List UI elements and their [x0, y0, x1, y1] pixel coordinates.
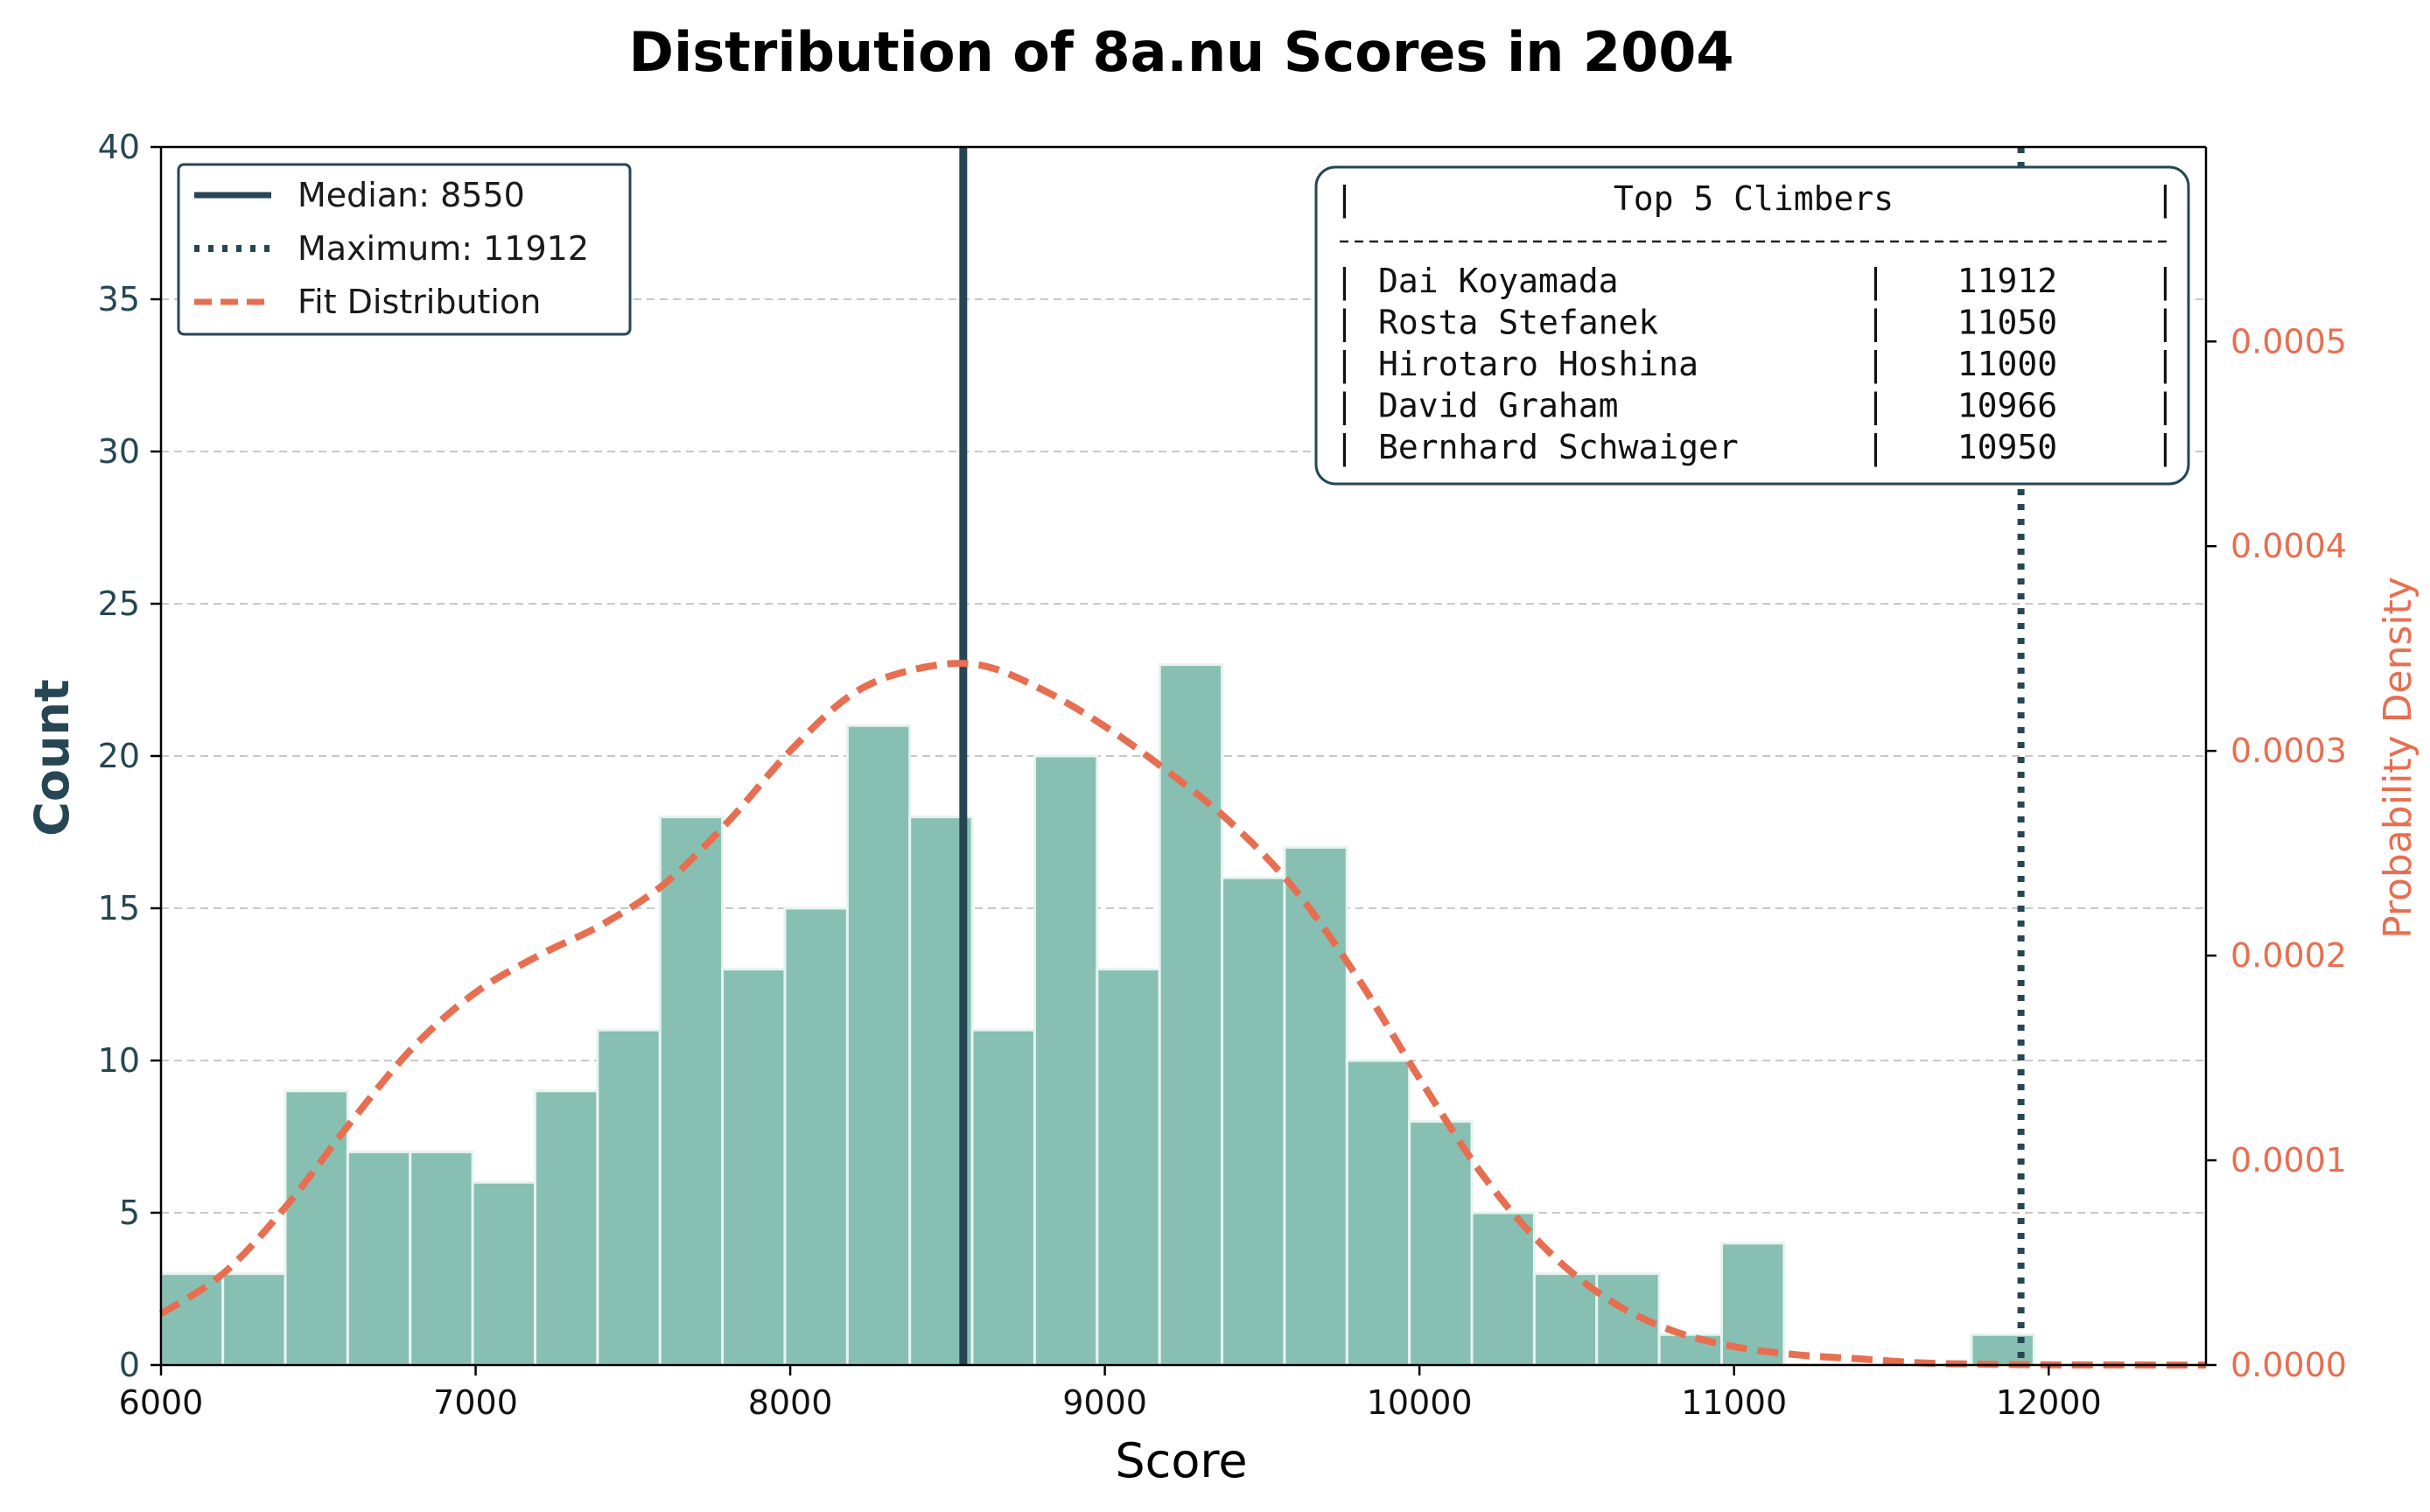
histogram-bar: [721, 968, 787, 1367]
row-left-bar: |: [1334, 262, 1355, 301]
x-tick-label: 9000: [1062, 1383, 1147, 1422]
climber-name: David Graham: [1378, 387, 1619, 425]
reference-lines-layer: [959, 147, 2025, 1365]
histogram-bar: [1033, 754, 1099, 1367]
row-left-bar: |: [1334, 428, 1355, 467]
histogram-bar: [533, 1089, 599, 1367]
top-table-header: Top 5 Climbers: [1614, 179, 1894, 218]
histogram-bar: [159, 1272, 225, 1367]
top-climbers-table: | Top 5 Climbers | | Dai Koyamada | 11912 ||…: [1314, 165, 2190, 486]
row-right-bar: |: [2155, 262, 2175, 301]
histogram-bar: [783, 906, 849, 1367]
row-mid-bar: |: [1866, 345, 1886, 384]
top-table-row: | Rosta Stefanek | 11050 |: [1334, 304, 2175, 343]
climber-name: Dai Koyamada: [1378, 262, 1619, 300]
climber-score: 11050: [1957, 304, 2057, 342]
legend-box: [177, 163, 632, 336]
y-tick-label: 5: [119, 1194, 140, 1232]
fit-distribution-curve: [158, 660, 2207, 1368]
climber-name: Hirotaro Hoshina: [1378, 345, 1698, 383]
y2-tick-label: 0.0003: [2230, 732, 2347, 770]
row-right-bar: |: [2155, 304, 2175, 343]
histogram-bar: [1221, 876, 1286, 1367]
row-right-bar: |: [2155, 428, 2175, 467]
top-table-row: | Bernhard Schwaiger | 10950 |: [1334, 428, 2175, 467]
x-tick-label: 11000: [1681, 1383, 1787, 1422]
histogram-bar: [1283, 845, 1348, 1367]
histogram-bar: [1096, 968, 1161, 1367]
y-tick-label: 10: [98, 1041, 140, 1080]
ticks-layer: 6000 7000 8000 9000 10000 11000 12000 0 5 10 15 20 2…: [98, 128, 2347, 1422]
y2-tick-label: 0.0004: [2230, 527, 2347, 565]
x-tick-label: 12000: [1996, 1383, 2102, 1422]
histogram-bar: [409, 1150, 474, 1367]
top-table-right-bar: |: [2155, 179, 2175, 219]
climber-score: 11000: [1957, 345, 2057, 383]
axes-layer: [159, 145, 2208, 1367]
y2-tick-label: 0.0001: [2230, 1141, 2347, 1180]
histogram-bar: [658, 816, 725, 1367]
top-table-rows: | Dai Koyamada | 11912 || Rosta Stefanek | 1105…: [1334, 262, 2175, 467]
climber-score: 10966: [1957, 387, 2057, 425]
y-tick-label: 30: [98, 432, 140, 471]
y-tick-label: 20: [98, 737, 140, 775]
histogram-bar: [1345, 1059, 1411, 1367]
legend-maximum-label: Maximum: 11912: [298, 229, 589, 268]
y-tick-label: 15: [98, 889, 140, 928]
legend-median-label: Median: 8550: [298, 176, 525, 214]
top-table-left-bar: |: [1334, 179, 1355, 219]
row-left-bar: |: [1334, 345, 1355, 384]
row-left-bar: |: [1334, 387, 1355, 426]
y-tick-label: 0: [119, 1346, 140, 1384]
row-left-bar: |: [1334, 304, 1355, 343]
histogram-bar: [1470, 1211, 1536, 1367]
legend-fit-label: Fit Distribution: [298, 283, 541, 321]
y2-tick-label: 0.0000: [2230, 1346, 2347, 1384]
y-tick-label: 40: [98, 128, 140, 166]
y2-axis-label: Probability Density: [2376, 577, 2420, 939]
top-table-row: | Hirotaro Hoshina | 11000 |: [1334, 345, 2175, 384]
climber-score: 10950: [1957, 428, 2057, 466]
row-mid-bar: |: [1866, 428, 1886, 467]
climber-name: Bernhard Schwaiger: [1378, 428, 1739, 466]
x-tick-label: 10000: [1367, 1383, 1473, 1422]
row-right-bar: |: [2155, 387, 2175, 426]
x-tick-label: 6000: [119, 1383, 204, 1422]
y2-tick-label: 0.0005: [2230, 322, 2347, 360]
histogram-bar: [221, 1272, 287, 1367]
histogram-bar: [1408, 1120, 1474, 1367]
histogram-bar: [284, 1089, 349, 1367]
row-mid-bar: |: [1866, 262, 1886, 301]
chart-title: Distribution of 8a.nu Scores in 2004: [628, 20, 1733, 84]
x-axis-label: Score: [1115, 1433, 1247, 1488]
legend: Median: 8550 Maximum: 11912 Fit Distribu…: [177, 163, 632, 336]
histogram-bar: [1970, 1333, 2035, 1367]
top-table-row: | Dai Koyamada | 11912 |: [1334, 262, 2175, 301]
y2-tick-label: 0.0002: [2230, 936, 2347, 975]
fit-layer: [158, 660, 2207, 1368]
histogram-bar: [346, 1150, 412, 1367]
y-axis-label: Count: [25, 679, 80, 836]
histogram-bar: [1158, 663, 1224, 1367]
row-mid-bar: |: [1866, 387, 1886, 426]
histogram-bar: [596, 1028, 662, 1367]
climber-score: 11912: [1957, 262, 2057, 300]
top-table-box: [1314, 165, 2190, 486]
bars-layer: [159, 663, 2035, 1367]
top-table-row: | David Graham | 10966 |: [1334, 387, 2175, 426]
histogram-bar: [970, 1028, 1036, 1367]
row-right-bar: |: [2155, 345, 2175, 384]
y-tick-label: 25: [98, 584, 140, 623]
row-mid-bar: |: [1866, 304, 1886, 343]
x-tick-label: 8000: [748, 1383, 833, 1422]
climber-name: Rosta Stefanek: [1378, 304, 1658, 342]
histogram-bar: [471, 1180, 536, 1367]
y-tick-label: 35: [98, 280, 140, 318]
histogram-bar: [845, 724, 912, 1367]
x-tick-label: 7000: [433, 1383, 518, 1422]
